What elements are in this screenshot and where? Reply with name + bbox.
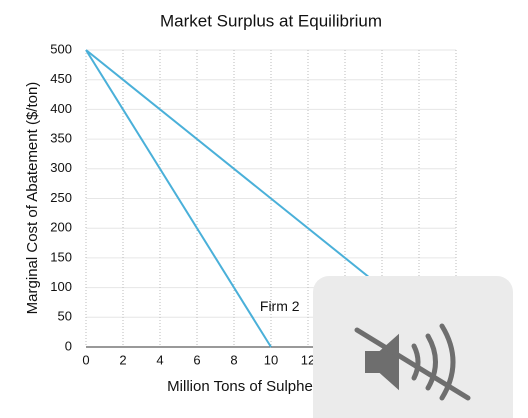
x-tick-label: 12 [301,352,315,367]
y-tick-label: 150 [50,249,72,264]
x-tick-label: 2 [119,352,126,367]
mute-icon [354,323,471,401]
chart-title: Market Surplus at Equilibrium [160,11,382,30]
y-tick-label: 100 [50,279,72,294]
y-tick-label: 200 [50,220,72,235]
y-tick-label: 450 [50,71,72,86]
y-tick-label: 250 [50,190,72,205]
x-tick-label: 10 [264,352,278,367]
y-tick-label: 0 [65,338,72,353]
y-tick-label: 500 [50,41,72,56]
x-tick-label: 0 [82,352,89,367]
y-tick-label: 300 [50,160,72,175]
y-tick-label: 50 [58,309,72,324]
annotation: Firm 2 [260,298,300,314]
mute-overlay[interactable] [313,276,513,418]
x-axis-label: Million Tons of Sulphe [167,378,313,395]
x-tick-label: 8 [230,352,237,367]
line [85,49,272,348]
y-tick-label: 400 [50,101,72,116]
y-axis-label: Marginal Cost of Abatement ($/ton) [24,82,41,315]
x-tick-label: 4 [156,352,163,367]
x-tick-label: 6 [193,352,200,367]
y-tick-label: 350 [50,131,72,146]
